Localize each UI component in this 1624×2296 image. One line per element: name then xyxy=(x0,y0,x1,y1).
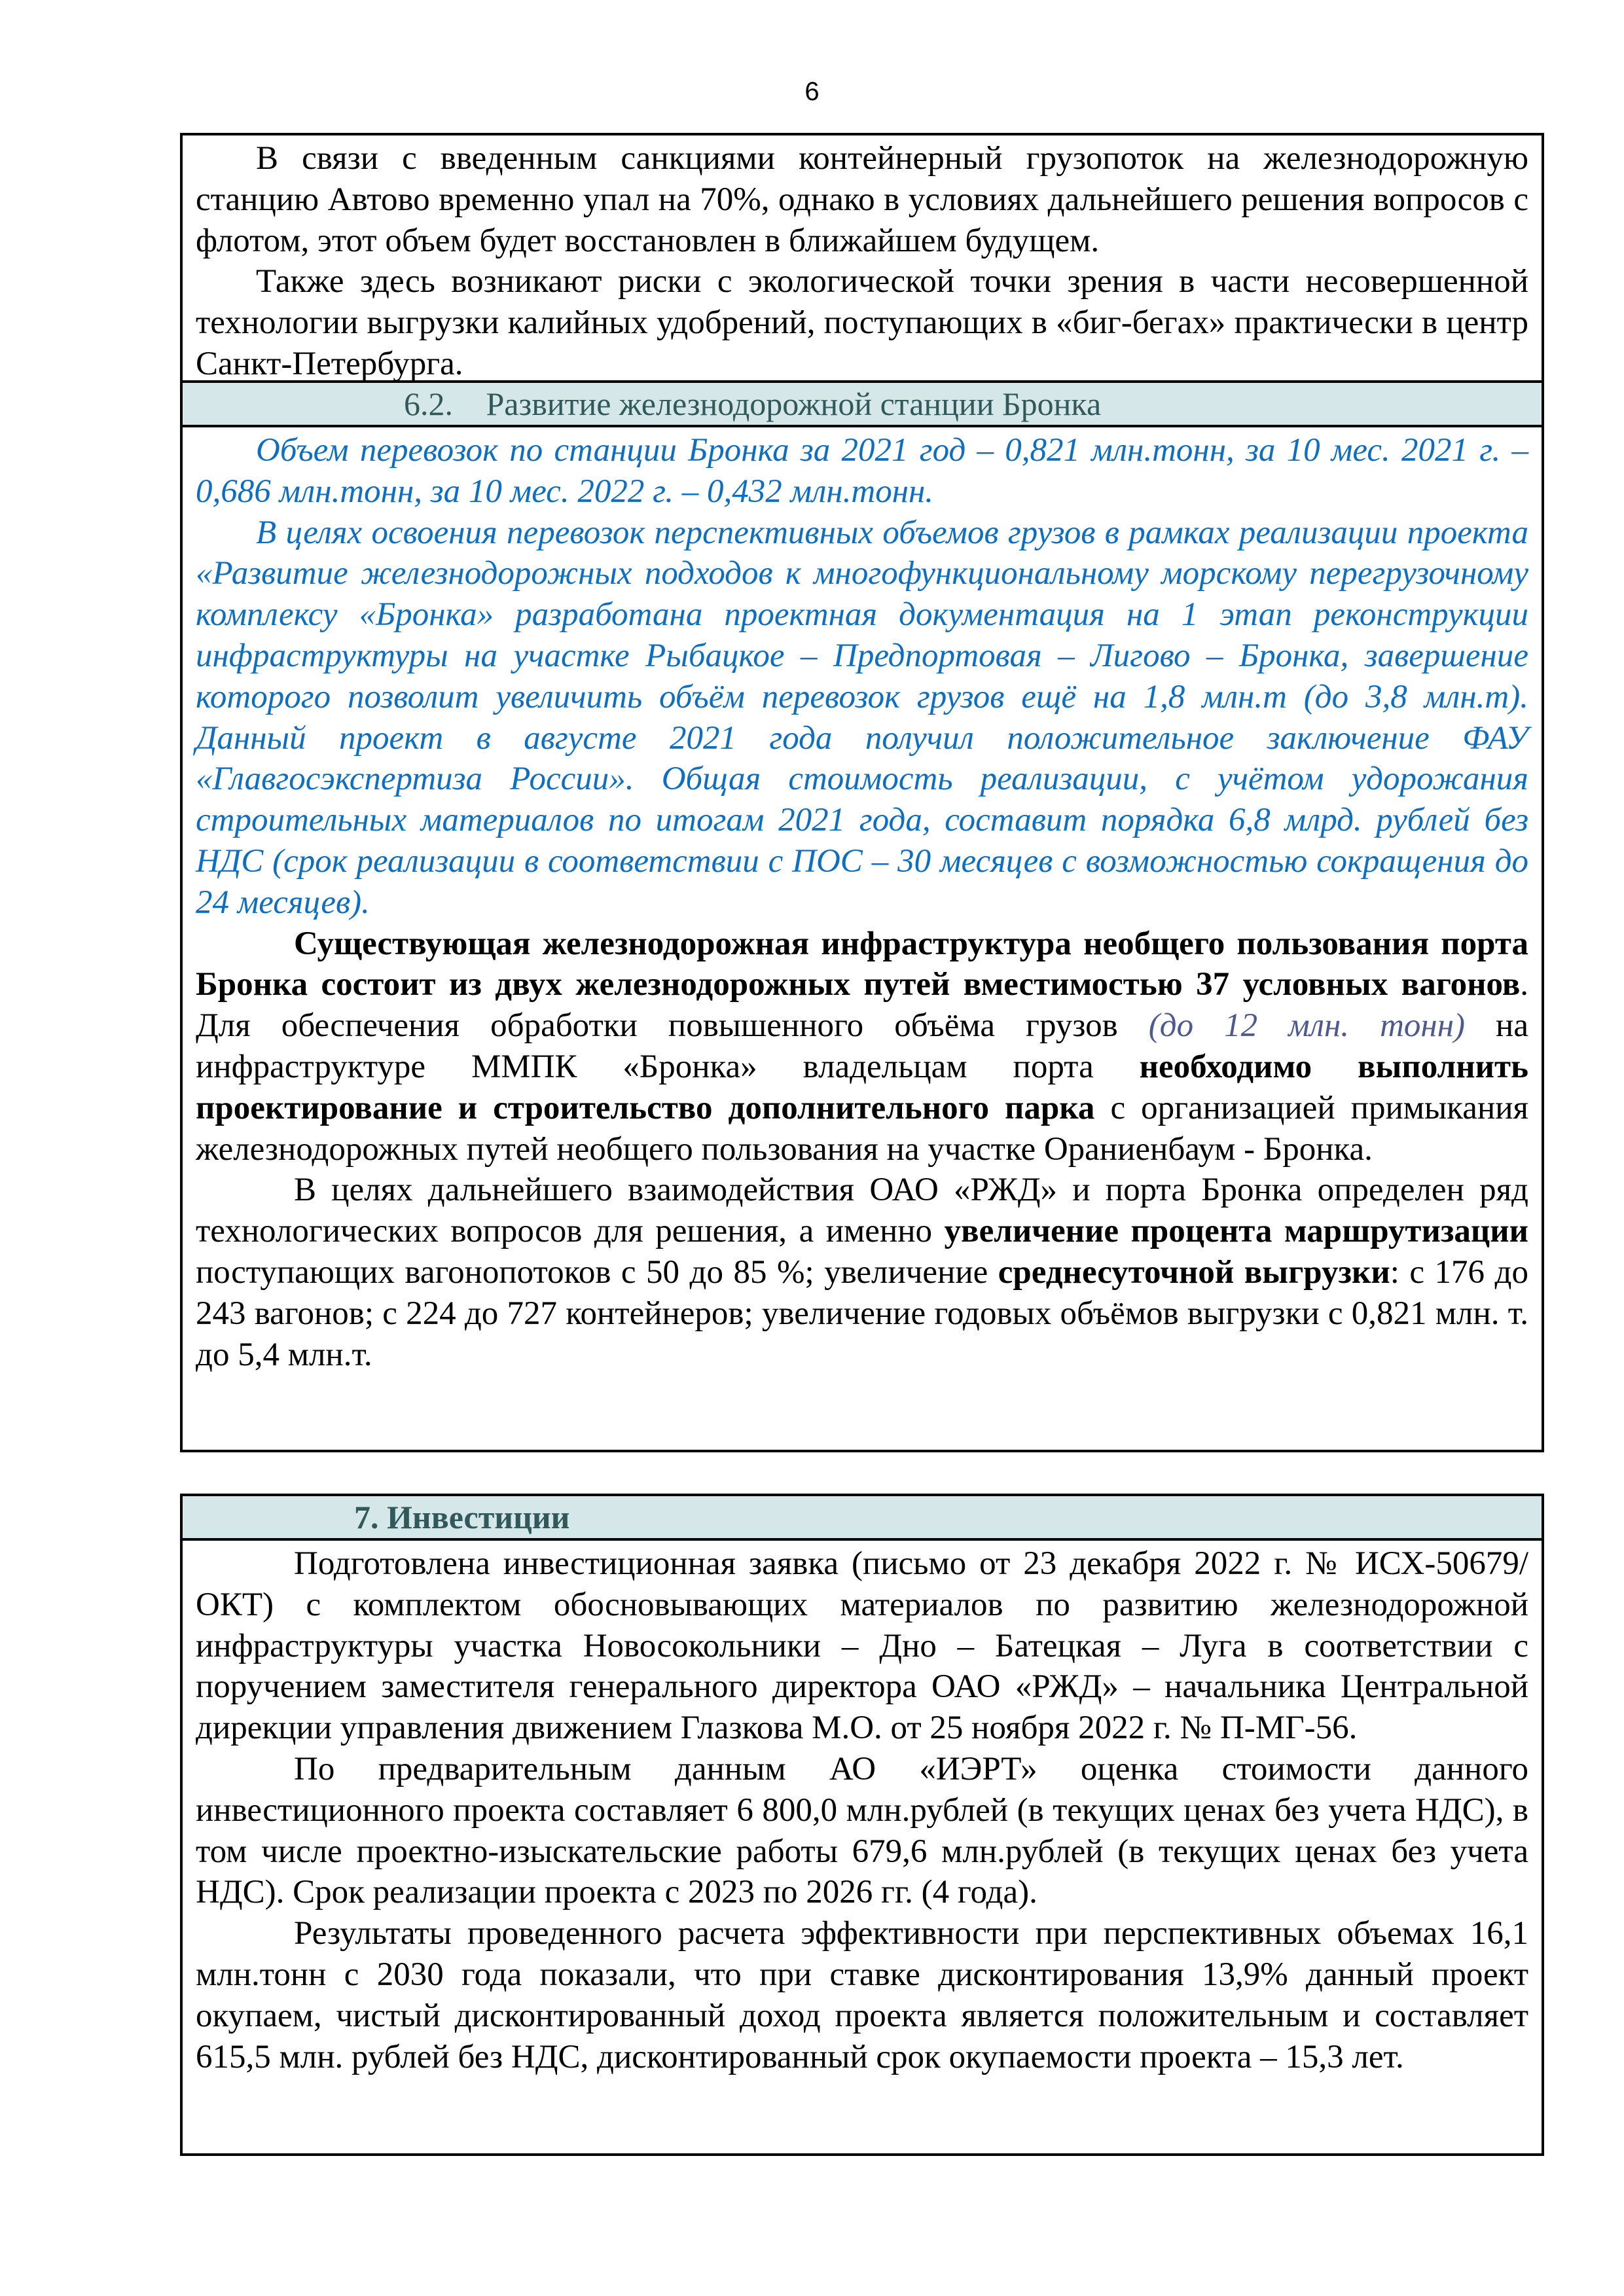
text-run: : с 176 до 243 вагонов; с 224 до 727 кон… xyxy=(196,1253,1528,1373)
paragraph: Также здесь возникают риски с экологичес… xyxy=(196,261,1528,384)
text-run: В связи с введенным санкциями контейнерн… xyxy=(196,140,1528,259)
paragraph: В целях дальнейшего взаимодействия ОАО «… xyxy=(196,1170,1528,1375)
bold-text: необходимо выполнить проектирование и ст… xyxy=(196,1048,1528,1126)
bold-text: Существующая железнодорожная инфраструкт… xyxy=(196,925,1528,1003)
page-number: 6 xyxy=(804,77,820,106)
italic-text: (до 12 млн. тонн) xyxy=(1148,1007,1465,1045)
paragraph: Подготовлена инвестиционная заявка (пись… xyxy=(196,1543,1528,1749)
text-run: Также здесь возникают риски с экологичес… xyxy=(196,263,1528,382)
text-run: . Для обеспечения обработки повышенного … xyxy=(196,966,1528,1045)
intro-text: В связи с введенным санкциями контейнерн… xyxy=(183,135,1542,382)
text-run: В целях дальнейшего взаимодействия ОАО «… xyxy=(196,1172,1528,1250)
text-run: Подготовлена инвестиционная заявка (пись… xyxy=(196,1545,1528,1747)
bold-text: среднесуточной выгрузки xyxy=(998,1253,1390,1291)
section-header-6-2: 6.2. Развитие железнодорожной станции Бр… xyxy=(183,380,1542,427)
section-7-box: 7. Инвестиции Подготовлена инвестиционна… xyxy=(180,1494,1544,2156)
bold-text: увеличение процента маршрутизации xyxy=(944,1213,1528,1250)
text-run: Результаты проведенного расчета эффектив… xyxy=(196,1915,1528,2075)
paragraph: Объем перевозок по станции Бронка за 202… xyxy=(196,430,1528,512)
italic-text: В целях освоения перевозок перспективных… xyxy=(196,514,1528,921)
paragraph: По предварительным данным АО «ИЭРТ» оцен… xyxy=(196,1749,1528,1913)
section-7-text: Подготовлена инвестиционная заявка (пись… xyxy=(183,1541,1542,2077)
section-6-2-text: Объем перевозок по станции Бронка за 202… xyxy=(183,427,1542,1375)
paragraph: Существующая железнодорожная инфраструкт… xyxy=(196,924,1528,1170)
italic-text: Объем перевозок по станции Бронка за 202… xyxy=(196,432,1528,510)
text-run: По предварительным данным АО «ИЭРТ» оцен… xyxy=(196,1750,1528,1911)
paragraph: В целях освоения перевозок перспективных… xyxy=(196,512,1528,924)
paragraph: Результаты проведенного расчета эффектив… xyxy=(196,1913,1528,2077)
text-run: поступающих вагонопотоков с 50 до 85 %; … xyxy=(196,1253,998,1291)
text-run: с организацией примыкания железнодорожны… xyxy=(196,1089,1528,1168)
section-title: Развитие железнодорожной станции Бронка xyxy=(486,386,1102,422)
text-run: на инфраструктуре ММПК «Бронка» владельц… xyxy=(196,1007,1528,1085)
section-header-7: 7. Инвестиции xyxy=(183,1496,1542,1541)
paragraph: В связи с введенным санкциями контейнерн… xyxy=(196,138,1528,261)
section-title: 7. Инвестиции xyxy=(354,1499,570,1535)
section-6-box: В связи с введенным санкциями контейнерн… xyxy=(180,133,1544,1452)
section-number: 6.2. xyxy=(404,386,453,422)
